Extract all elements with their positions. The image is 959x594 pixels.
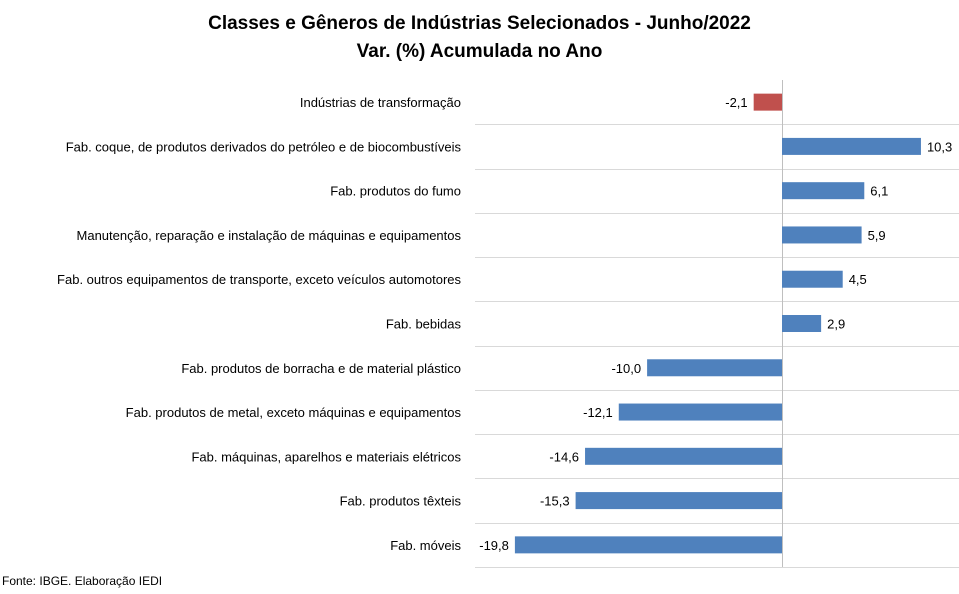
category-label: Indústrias de transformação: [300, 95, 461, 110]
bar: [514, 536, 782, 554]
chart-title-line: Classes e Gêneros de Indústrias Selecion…: [208, 13, 751, 34]
chart-title: Classes e Gêneros de Indústrias Selecion…: [0, 10, 959, 66]
data-label: 10,3: [927, 139, 952, 154]
category-label: Fab. produtos do fumo: [330, 184, 461, 199]
bar: [585, 447, 782, 465]
bar: [782, 137, 921, 155]
bar: [753, 93, 782, 111]
data-label: -19,8: [479, 538, 509, 553]
bar: [575, 492, 782, 510]
data-label: -15,3: [540, 494, 570, 509]
bar: [782, 182, 865, 200]
chart-subtitle-line: Var. (%) Acumulada no Ano: [356, 41, 603, 62]
category-label: Fab. produtos têxteis: [340, 494, 462, 509]
data-label: 5,9: [868, 228, 886, 243]
data-label: -14,6: [549, 449, 579, 464]
bar: [782, 270, 843, 288]
category-label: Fab. outros equipamentos de transporte, …: [57, 272, 461, 287]
data-label: -12,1: [583, 405, 613, 420]
data-label: -10,0: [611, 361, 641, 376]
category-label: Fab. coque, de produtos derivados do pet…: [66, 139, 462, 154]
category-label: Fab. produtos de metal, exceto máquinas …: [126, 405, 462, 420]
data-label: -2,1: [725, 95, 747, 110]
data-label: 2,9: [827, 317, 845, 332]
category-label: Manutenção, reparação e instalação de má…: [77, 228, 462, 243]
category-label: Fab. móveis: [390, 538, 461, 553]
bar: [782, 315, 822, 332]
data-label: 4,5: [849, 272, 867, 287]
bars: [514, 93, 921, 554]
bar: [782, 226, 862, 244]
category-label: Fab. produtos de borracha e de material …: [181, 361, 461, 376]
gridlines: [475, 80, 959, 568]
labels: Indústrias de transformação -2,1 Fab. coqu…: [57, 95, 952, 553]
data-label: 6,1: [870, 184, 888, 199]
bar: [618, 403, 782, 421]
source-note: Fonte: IBGE. Elaboração IEDI: [2, 574, 163, 588]
category-label: Fab. bebidas: [386, 317, 462, 332]
category-label: Fab. máquinas, aparelhos e materiais elé…: [191, 449, 461, 464]
bar: [647, 359, 782, 377]
